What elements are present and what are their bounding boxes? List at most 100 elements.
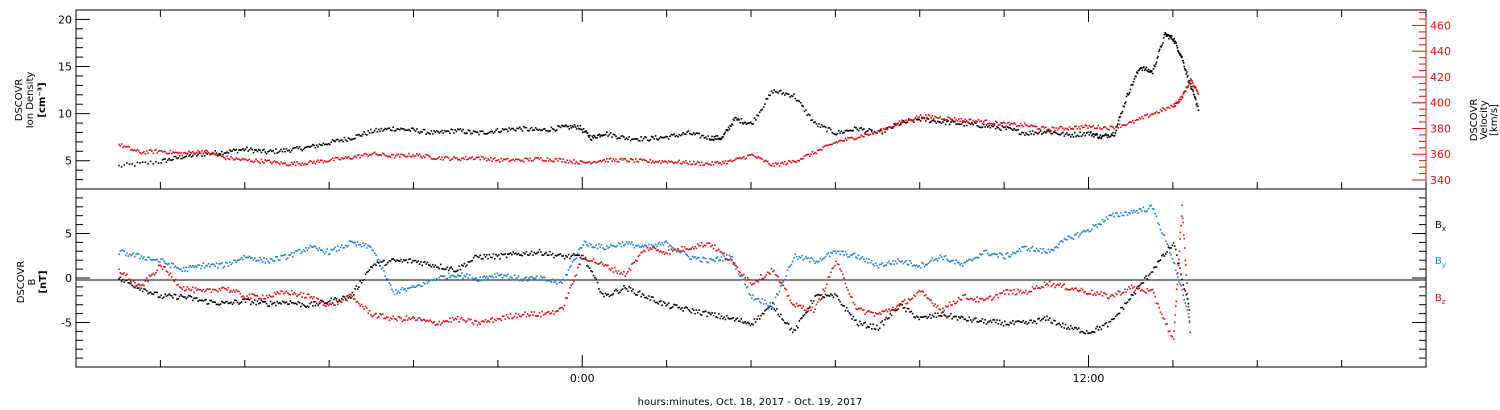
bz-series-point <box>1187 298 1189 301</box>
ion-density-series-point <box>791 95 794 97</box>
bz-series-point <box>1076 289 1079 292</box>
bz-series-point <box>511 317 513 320</box>
by-series-point <box>350 240 352 243</box>
ion-density-series-point <box>235 148 238 151</box>
ion-density-series-point <box>741 122 744 124</box>
velocity-series-point <box>240 158 243 161</box>
ion-density-series-point <box>350 139 352 141</box>
by-series-point <box>1010 253 1013 256</box>
bx-series-point <box>228 302 231 305</box>
velocity-series-point <box>590 162 592 165</box>
ion-density-series-point <box>520 128 522 130</box>
velocity-series-point <box>580 160 583 162</box>
velocity-series-point <box>881 131 884 133</box>
by-series-point <box>1092 224 1095 226</box>
ion-density-series-point <box>360 135 363 137</box>
ion-density-series-point <box>1172 40 1175 42</box>
bz-series-point <box>737 270 740 273</box>
bz-series-point <box>863 309 865 311</box>
bz-series-point <box>1187 305 1190 308</box>
by-series-point <box>677 249 679 251</box>
bz-series-point <box>168 274 170 276</box>
by-series-point <box>834 250 836 253</box>
bx-series-point <box>122 278 124 281</box>
bx-series-point <box>300 305 302 308</box>
by-series-point <box>963 261 965 264</box>
bz-series-point <box>1155 302 1158 305</box>
by-series-point <box>666 242 669 244</box>
velocity-series-point <box>474 158 476 160</box>
by-series-point <box>160 258 162 260</box>
bz-series-point <box>246 295 248 297</box>
ion-density-series-point <box>1197 105 1199 108</box>
bx-series-point <box>636 294 638 296</box>
density-tick-label: 5 <box>65 155 72 168</box>
velocity-series-point <box>979 120 981 123</box>
bz-series-point <box>203 290 206 293</box>
b-tick-label: 0 <box>65 272 72 285</box>
ion-density-series-point <box>354 137 356 140</box>
bz-series-point <box>277 292 280 295</box>
ion-density-series-point <box>292 147 294 150</box>
by-series-point <box>123 250 126 253</box>
bx-series-point <box>869 323 872 325</box>
bz-series-point <box>225 288 227 290</box>
velocity-series-point <box>1192 84 1195 87</box>
bz-series-point <box>884 310 886 312</box>
bz-series-point <box>1150 289 1153 291</box>
velocity-series-point <box>377 154 380 157</box>
by-series-point <box>702 256 704 259</box>
velocity-series-point <box>468 157 471 159</box>
bz-series-point <box>189 289 191 292</box>
velocity-series-point <box>1059 125 1062 128</box>
bz-series-point <box>347 294 350 297</box>
bx-series-point <box>689 310 691 312</box>
bx-series-point <box>441 268 443 270</box>
bx-series-point <box>871 328 873 330</box>
bz-series-point <box>586 259 588 262</box>
by-series-point <box>1112 212 1114 215</box>
ion-density-series-point <box>1104 134 1106 136</box>
velocity-series-point <box>1093 127 1096 129</box>
by-series-point <box>696 256 699 259</box>
bx-series-point <box>225 301 227 303</box>
bz-series-point <box>1183 237 1185 240</box>
bx-series-point <box>726 314 728 317</box>
bx-series-point <box>493 258 496 260</box>
bz-series-point <box>528 315 530 317</box>
bx-series-point <box>1008 324 1010 326</box>
velocity-series-point <box>1017 124 1019 127</box>
ion-density-series-point <box>590 139 593 141</box>
ion-density-series-point <box>149 160 152 163</box>
velocity-series-point <box>500 157 503 160</box>
ion-density-series <box>118 31 1200 168</box>
bx-series-point <box>487 257 489 260</box>
ion-density-series-point <box>931 119 934 122</box>
velocity-series-point <box>343 157 346 160</box>
velocity-series-point <box>958 118 960 120</box>
by-series-point <box>122 249 124 252</box>
velocity-series-point <box>1183 91 1185 94</box>
bz-series-point <box>936 304 939 307</box>
bx-series-point <box>503 253 505 256</box>
velocity-series-point <box>283 162 285 164</box>
by-series-point <box>207 262 210 265</box>
bz-series-point <box>455 318 458 321</box>
density-title-line1: DSCOVR <box>14 79 25 122</box>
by-series-point <box>785 275 787 277</box>
bx-series-point <box>765 308 768 311</box>
by-series-point <box>338 249 340 252</box>
bz-series-point <box>172 279 174 281</box>
bx-series-point <box>711 312 713 314</box>
bx-series-point <box>650 296 653 298</box>
by-series-point <box>704 257 707 260</box>
bz-series-point <box>583 257 586 260</box>
bz-series-point <box>646 246 649 249</box>
ion-density-series-point <box>182 156 185 159</box>
by-series-point <box>574 258 576 260</box>
bx-series-point <box>360 282 363 284</box>
ion-density-series-point <box>310 145 313 147</box>
bz-series-point <box>190 289 193 291</box>
by-series-point <box>383 270 385 272</box>
by-series-point <box>776 292 778 295</box>
